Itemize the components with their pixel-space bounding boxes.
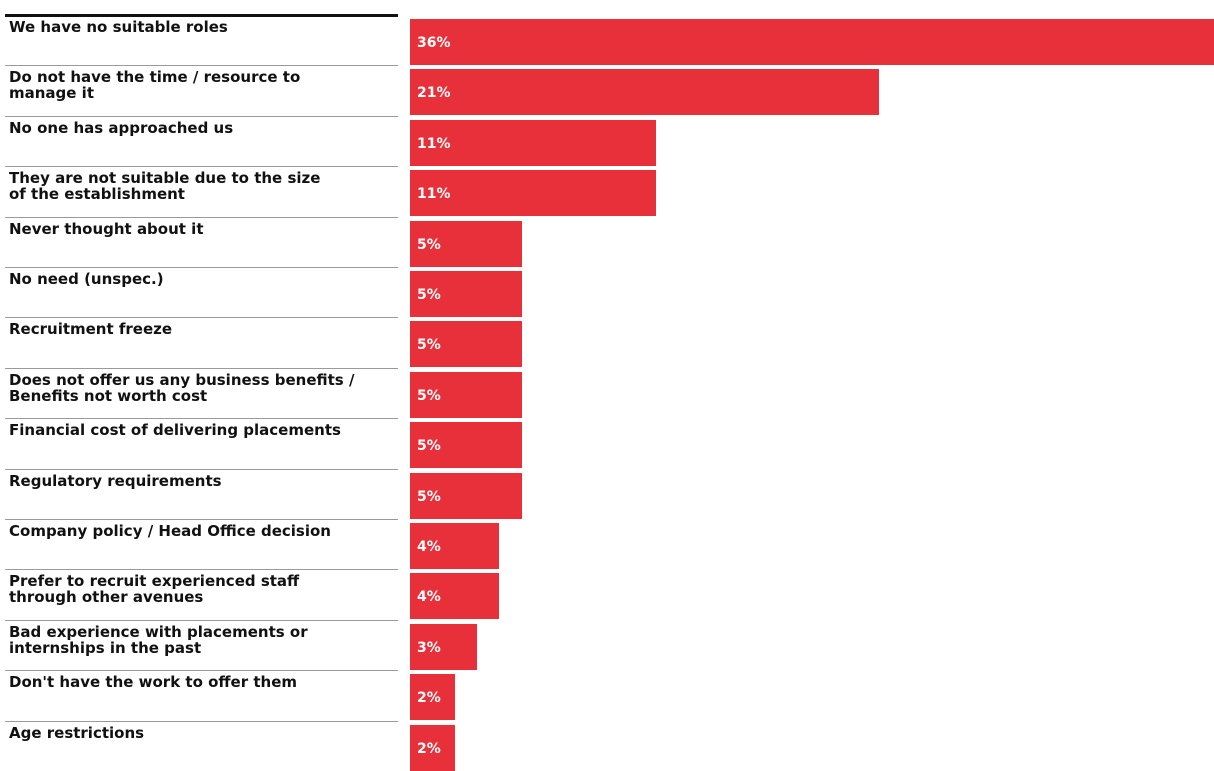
row-divider [5,115,398,117]
bar-row: Company policy / Head Office decision 4% [0,519,1214,569]
bar: 2% [410,674,455,721]
bar-value-label: 5% [417,438,441,455]
bar: 5% [410,321,522,368]
bar-row: No need (unspec.) 5% [0,267,1214,317]
category-label: We have no suitable roles [9,18,228,36]
category-label: Does not offer us any business benefits … [9,370,355,405]
row-divider [5,569,398,571]
bar-value-label: 4% [417,539,441,555]
bar-value-label: 5% [417,387,441,404]
bar-value-label: 5% [417,287,441,303]
category-label: They are not suitable due to the size of… [9,169,321,204]
row-divider [5,166,398,168]
row-divider [5,216,398,218]
bar: 5% [410,271,522,317]
bar-row: Does not offer us any business benefits … [0,367,1214,418]
category-label: Company policy / Head Office decision [9,522,331,540]
bar-value-label: 3% [417,639,441,656]
category-label: No one has approached us [9,118,234,137]
category-label: Financial cost of delivering placements [9,421,341,440]
bar: 4% [410,573,499,620]
bar: 5% [410,220,522,267]
row-divider [5,267,398,268]
bar: 11% [410,119,656,166]
bar-row: Regulatory requirements 5% [0,468,1214,519]
bar-value-label: 36% [417,35,451,51]
bar-value-label: 5% [417,337,441,354]
bar-row: Financial cost of delivering placements 5… [0,418,1214,469]
category-label: Bad experience with placements or intern… [9,622,308,657]
category-label: No need (unspec.) [9,270,164,288]
bar: 4% [410,523,499,569]
bar-value-label: 21% [417,85,451,102]
bar-value-label: 11% [417,135,451,152]
bar-row: We have no suitable roles 36% [0,14,1214,65]
bar-value-label: 4% [417,589,441,606]
bar-row: Age restrictions 2% [0,720,1214,771]
category-label: Age restrictions [9,723,145,742]
top-rule [5,14,398,17]
bar-value-label: 5% [417,488,441,505]
bar-row: Recruitment freeze 5% [0,317,1214,368]
bar-row: Prefer to recruit experienced staff thro… [0,569,1214,620]
category-label: Don't have the work to offer them [9,673,297,692]
row-divider [5,619,398,621]
category-label: Recruitment freeze [9,320,173,339]
bar-value-label: 5% [417,236,441,253]
bar: 11% [410,170,656,217]
row-divider [5,418,398,420]
bar-row: No one has approached us 11% [0,115,1214,166]
bar-value-label: 2% [417,740,441,757]
bar-row: Never thought about it 5% [0,216,1214,267]
bar: 3% [410,623,477,670]
bar-value-label: 11% [417,186,451,203]
bar: 5% [410,422,522,469]
category-label: Never thought about it [9,219,204,238]
row-divider [5,468,398,470]
category-label: Do not have the time / resource to manag… [9,68,301,103]
bar-row: They are not suitable due to the size of… [0,166,1214,217]
bar-value-label: 2% [417,690,441,707]
bar: 5% [410,472,522,519]
row-divider [5,720,398,722]
row-divider [5,519,398,520]
bar-row: Do not have the time / resource to manag… [0,65,1214,116]
category-label: Prefer to recruit experienced staff thro… [9,572,300,607]
bar-row: Bad experience with placements or intern… [0,619,1214,670]
bar: 2% [410,724,455,771]
bar: 21% [410,69,879,116]
row-divider [5,367,398,369]
bar: 36% [410,19,1214,65]
bar: 5% [410,371,522,418]
row-divider [5,65,398,67]
row-divider [5,317,398,319]
bar-row: Don't have the work to offer them 2% [0,670,1214,721]
category-label: Regulatory requirements [9,471,222,490]
row-divider [5,670,398,672]
